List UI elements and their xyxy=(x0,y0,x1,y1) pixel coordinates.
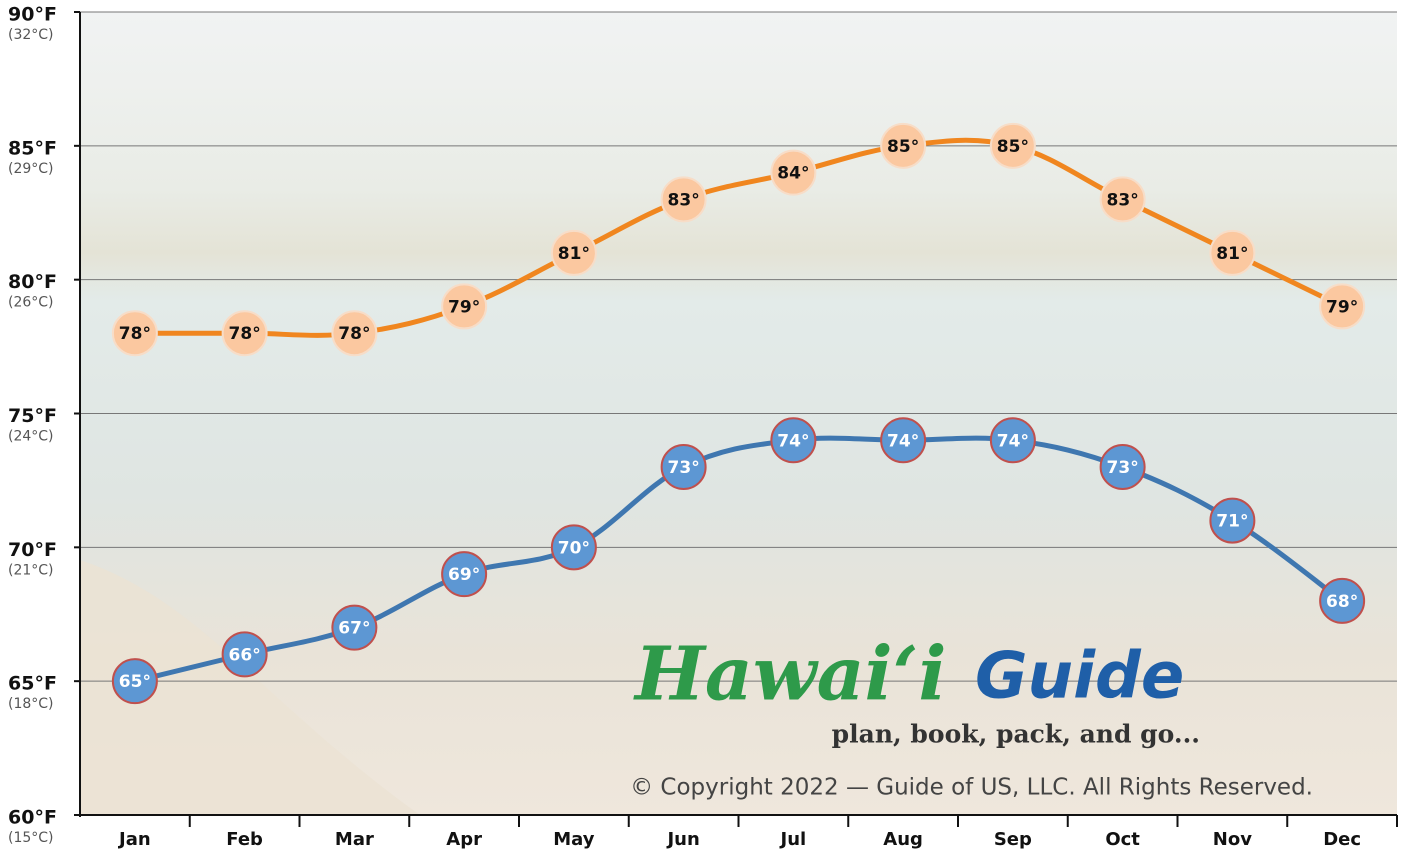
y-tick-label: 60°F xyxy=(8,807,57,829)
marker xyxy=(989,417,1036,464)
x-tick-label: Jun xyxy=(665,829,699,850)
data-label: 70° xyxy=(558,538,590,558)
marker xyxy=(880,122,927,169)
x-tick-label: Jan xyxy=(117,829,151,850)
x-tick-label: May xyxy=(553,829,595,850)
x-tick-label: Aug xyxy=(883,829,923,850)
marker xyxy=(1319,577,1366,624)
marker xyxy=(1209,229,1256,276)
marker xyxy=(770,149,817,196)
y-tick-label: 85°F xyxy=(8,137,57,159)
marker xyxy=(989,122,1036,169)
marker xyxy=(1319,283,1366,330)
y-tick-label: 65°F xyxy=(8,673,57,695)
marker xyxy=(770,417,817,464)
marker xyxy=(441,283,488,330)
data-label: 74° xyxy=(887,431,919,451)
y-tick-label: 90°F xyxy=(8,4,57,26)
x-tick-label: Oct xyxy=(1105,829,1140,850)
data-label: 84° xyxy=(777,164,809,184)
y-tick-celsius: (15°C) xyxy=(8,830,54,846)
data-label: 81° xyxy=(1216,244,1248,264)
data-label: 74° xyxy=(997,431,1029,451)
y-tick-celsius: (18°C) xyxy=(8,696,54,712)
data-label: 74° xyxy=(777,431,809,451)
y-tick-celsius: (32°C) xyxy=(8,27,54,43)
logo-hawaii: Hawai‘i xyxy=(633,632,947,718)
data-label: 78° xyxy=(229,324,261,344)
data-label: 81° xyxy=(558,244,590,264)
marker xyxy=(331,604,378,651)
logo-tagline: plan, book, pack, and go... xyxy=(832,720,1200,749)
y-tick-label: 80°F xyxy=(8,271,57,293)
marker xyxy=(441,551,488,598)
data-label: 65° xyxy=(119,672,151,692)
data-label: 85° xyxy=(997,137,1029,157)
data-label: 67° xyxy=(338,619,370,639)
x-tick-label: Nov xyxy=(1213,829,1252,850)
data-label: 71° xyxy=(1216,512,1248,532)
marker xyxy=(550,524,597,571)
y-tick-label: 70°F xyxy=(8,539,57,561)
y-tick-celsius: (21°C) xyxy=(8,562,54,578)
marker xyxy=(221,631,268,678)
y-tick-celsius: (29°C) xyxy=(8,161,54,177)
marker xyxy=(1209,497,1256,544)
marker xyxy=(331,310,378,357)
x-tick-label: Feb xyxy=(226,829,263,850)
sand xyxy=(80,560,420,815)
data-label: 83° xyxy=(1107,190,1139,210)
x-tick-label: Dec xyxy=(1323,829,1361,850)
y-tick-celsius: (24°C) xyxy=(8,429,54,445)
y-tick-label: 75°F xyxy=(8,405,57,427)
data-label: 85° xyxy=(887,137,919,157)
marker xyxy=(880,417,927,464)
marker xyxy=(660,176,707,223)
data-label: 73° xyxy=(668,458,700,478)
grid xyxy=(80,11,1397,682)
data-label: 73° xyxy=(1107,458,1139,478)
marker xyxy=(550,229,597,276)
marker xyxy=(111,310,158,357)
data-label: 79° xyxy=(1326,297,1358,317)
x-tick-label: Apr xyxy=(446,829,482,850)
x-tick-label: Jul xyxy=(779,829,807,850)
marker xyxy=(111,658,158,705)
marker xyxy=(221,310,268,357)
marker xyxy=(1099,176,1146,223)
marker xyxy=(660,444,707,491)
marker xyxy=(1099,444,1146,491)
data-label: 68° xyxy=(1326,592,1358,612)
copyright: © Copyright 2022 — Guide of US, LLC. All… xyxy=(630,775,1313,801)
data-label: 69° xyxy=(448,565,480,585)
y-tick-celsius: (26°C) xyxy=(8,295,54,311)
data-label: 83° xyxy=(668,190,700,210)
data-label: 78° xyxy=(338,324,370,344)
data-label: 78° xyxy=(119,324,151,344)
data-label: 79° xyxy=(448,297,480,317)
logo: Hawai‘i Guide plan, book, pack, and go..… xyxy=(633,632,1200,749)
x-tick-label: Mar xyxy=(335,829,374,850)
data-label: 66° xyxy=(229,645,261,665)
logo-guide: Guide xyxy=(975,640,1184,714)
x-tick-label: Sep xyxy=(994,829,1032,850)
